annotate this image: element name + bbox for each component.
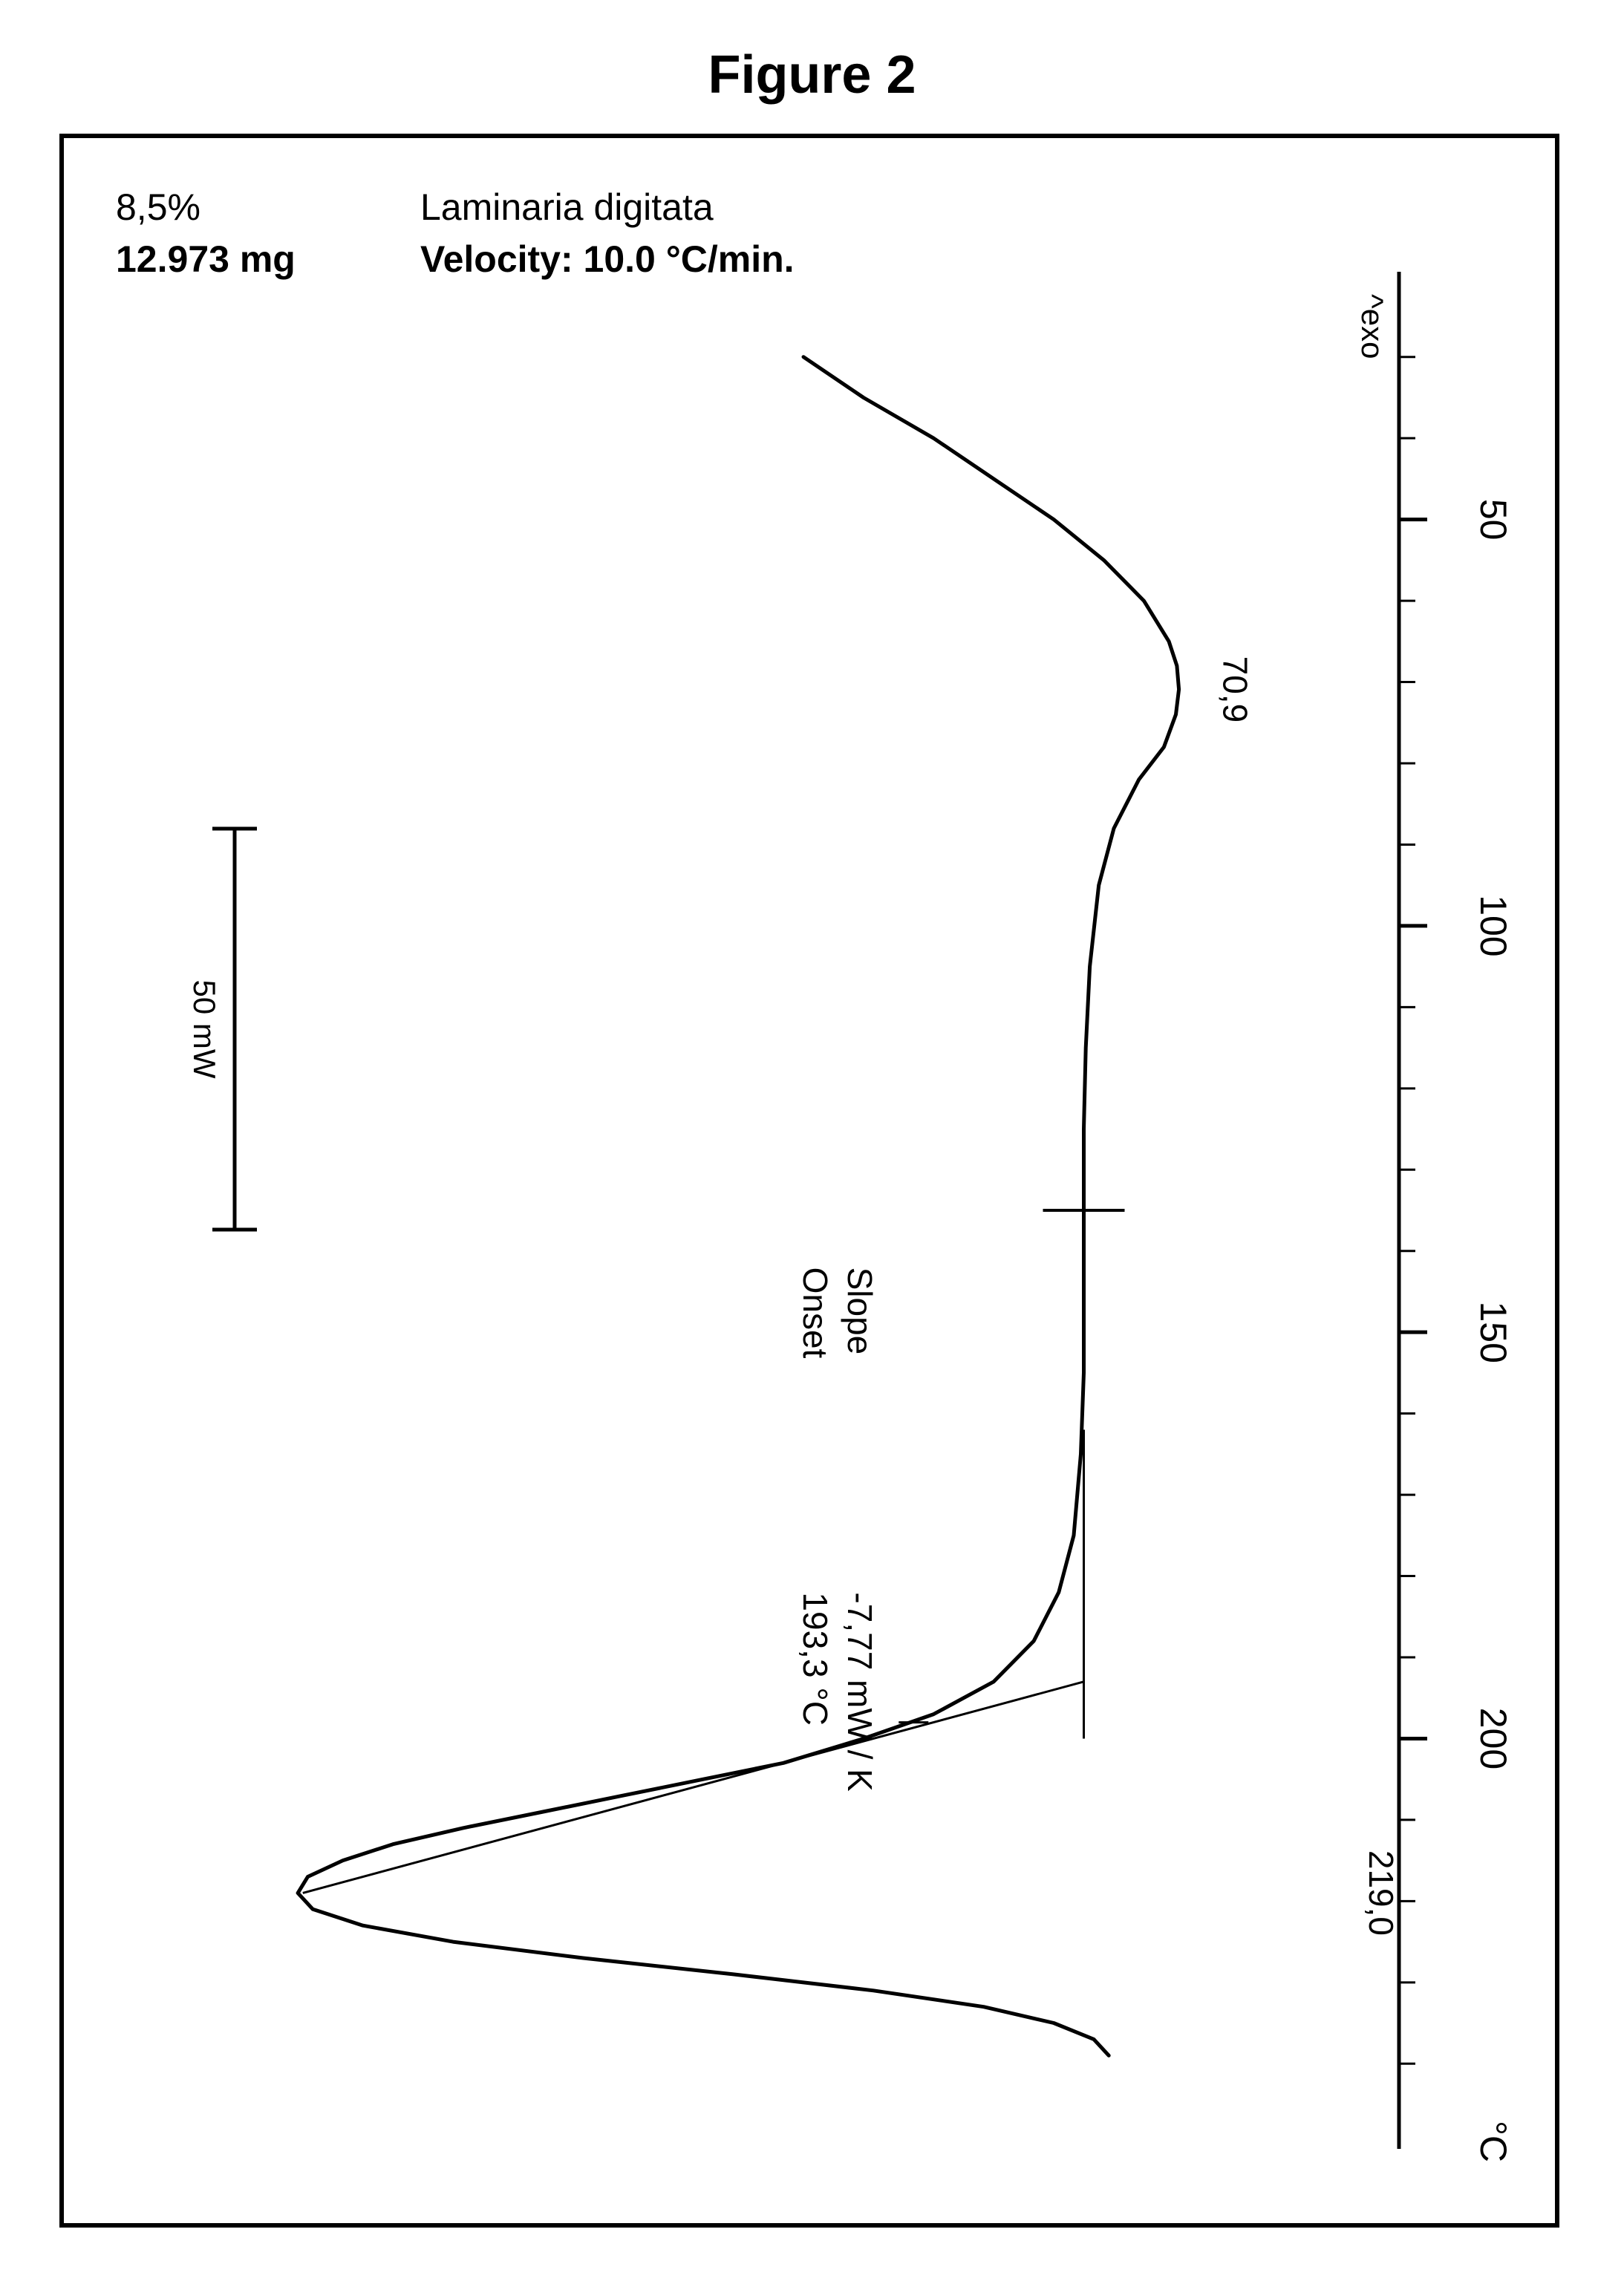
dsc-curve xyxy=(298,357,1179,2056)
exo-label: ^exo xyxy=(1355,294,1390,359)
onset-val: 193,3 °C xyxy=(796,1592,835,1726)
slope-val: -7,77 mW / K xyxy=(841,1592,879,1792)
dsc-chart: 8,5% 12.973 mg Laminaria digitata Velocity:… xyxy=(64,138,1555,2223)
figure-title: Figure 2 xyxy=(0,45,1624,105)
percent-label: 8,5% xyxy=(116,186,200,228)
velocity-label: Velocity: 10.0 °C/min. xyxy=(420,238,795,280)
onset-key: Onset xyxy=(796,1267,835,1359)
onset-tangent xyxy=(303,1682,1084,1893)
temp-tick-label: 200 xyxy=(1473,1708,1514,1769)
temp-tick-label: 100 xyxy=(1473,895,1514,956)
sample-label: Laminaria digitata xyxy=(420,186,714,228)
mw-scalebar-label: 50 mW xyxy=(187,979,222,1078)
page-root: Figure 2 8,5% 12.973 mg Laminaria digitata… xyxy=(0,0,1624,2284)
mass-label: 12.973 mg xyxy=(116,238,296,280)
peak2-label: 219,0 xyxy=(1362,1850,1400,1936)
temp-axis-unit: °C xyxy=(1473,2121,1514,2162)
peak1-label: 70,9 xyxy=(1216,656,1255,723)
chart-frame: 8,5% 12.973 mg Laminaria digitata Velocity:… xyxy=(59,134,1559,2228)
temp-tick-label: 50 xyxy=(1473,499,1514,541)
slope-key: Slope xyxy=(841,1267,879,1355)
temp-tick-label: 150 xyxy=(1473,1301,1514,1363)
